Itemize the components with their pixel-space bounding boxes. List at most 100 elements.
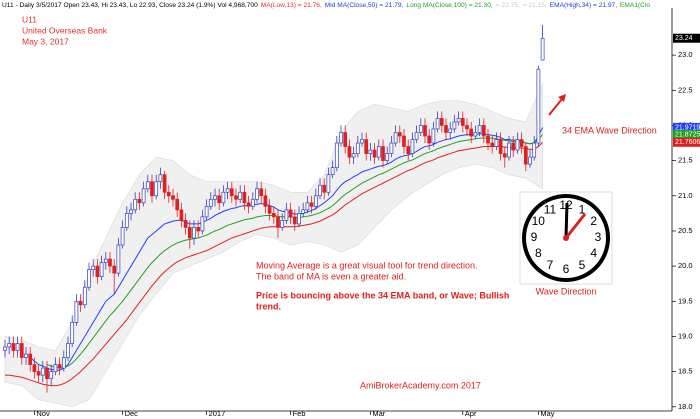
clock-number: 8 (535, 246, 542, 260)
candle-layer (3, 24, 545, 393)
candle-body (145, 181, 150, 190)
y-tick-label: 18.5 (678, 367, 693, 376)
clock-number: 11 (544, 202, 557, 216)
candle-body (95, 265, 100, 278)
candle-body (297, 213, 301, 225)
candle-body (103, 258, 108, 263)
candle-body (108, 258, 112, 267)
annotation: trend. (256, 301, 281, 311)
candle-body (150, 181, 154, 197)
ma-band (4, 83, 543, 408)
candle-body (347, 146, 352, 158)
candle-body (339, 132, 343, 144)
header-part: U11 - Daily 3/5/2017 Open 23.43, Hi 23.4… (2, 2, 258, 9)
candle-body (158, 174, 163, 183)
candle-body (322, 184, 327, 193)
candle-body (175, 198, 180, 211)
candle-body (423, 125, 427, 137)
y-tick-label: 19.0 (678, 331, 693, 340)
candle-body (511, 142, 516, 151)
candle-body (284, 209, 289, 221)
header-part: Mid MA(Close,50) = 21.79, (325, 2, 404, 9)
candle-body (124, 213, 129, 228)
candle-body (536, 68, 541, 144)
candle-body (40, 367, 45, 376)
clock-number: 6 (563, 262, 570, 276)
header-part: EMA1(Clo (620, 2, 650, 9)
candle-body (24, 353, 28, 358)
candle-body (498, 139, 503, 154)
candle-body (179, 209, 184, 221)
annotation: Price is bouncing above the 34 EMA band,… (256, 290, 509, 300)
candle-body (15, 343, 20, 351)
candle-body (414, 132, 419, 140)
candle-body (242, 191, 247, 204)
candle-body (418, 125, 423, 133)
candle-body (355, 142, 360, 154)
candle-body (271, 213, 276, 218)
candle-body (120, 227, 125, 246)
candle-body (389, 142, 394, 154)
annotation: The band of MA is even a greater aid. (256, 271, 406, 281)
candle-body (381, 146, 385, 161)
candle-body (99, 262, 104, 278)
clock-number: 7 (547, 258, 554, 272)
candle-body (431, 128, 436, 144)
candle-body (368, 149, 373, 154)
candle-body (208, 198, 213, 207)
candle-body (456, 118, 461, 123)
candle-body (66, 343, 70, 358)
candle-body (410, 139, 415, 154)
clock-number: 9 (531, 230, 538, 244)
candle-body (57, 364, 62, 369)
x-tick-label: Mar (372, 409, 385, 418)
candle-body (141, 188, 146, 204)
clock-minute-hand (564, 202, 569, 239)
y-tick-label: 20.5 (678, 226, 693, 235)
y-tick-label: 18.0 (678, 402, 693, 411)
candle-body (192, 227, 196, 239)
candle-body (481, 125, 486, 137)
footer: AmiBrokerAcademy.com 2017 (360, 380, 481, 390)
x-tick-label: Feb (293, 409, 306, 418)
candle-body (53, 364, 58, 372)
candle-body (515, 139, 520, 151)
candle-body (448, 128, 453, 133)
candle-body (469, 128, 474, 137)
candle-body (3, 346, 7, 351)
candle-body (250, 198, 255, 207)
candle-body (213, 195, 217, 200)
value-box-label: 21.7606 (675, 139, 700, 146)
candle-body (465, 125, 469, 130)
value-box (673, 129, 700, 139)
y-tick-label: 22.5 (678, 85, 693, 94)
candle-body (444, 125, 448, 133)
candle-body (427, 135, 432, 144)
arrow (548, 94, 566, 116)
candle-body (490, 142, 495, 147)
clock-hour-hand (564, 213, 587, 239)
candle-body (360, 139, 364, 144)
candle-body (154, 181, 159, 197)
candle-body (276, 216, 280, 228)
arrow-label: 34 EMA Wave Direction (562, 125, 657, 135)
candle-body (330, 167, 335, 176)
candle-body (477, 125, 482, 133)
axis-layer: 18.018.519.019.520.020.521.021.522.022.5… (34, 33, 700, 418)
candle-body (460, 118, 465, 126)
clock-number: 5 (579, 258, 586, 272)
y-tick-label: 19.5 (678, 296, 693, 305)
annotation: Moving Average is a great visual tool fo… (256, 260, 477, 270)
candle-body (523, 146, 528, 165)
header: U11 - Daily 3/5/2017 Open 23.43, Hi 23.4… (2, 2, 650, 9)
candle-body (372, 149, 377, 158)
candle-body (435, 118, 440, 130)
x-tick-label: Nov (36, 409, 50, 418)
candle-body (82, 286, 87, 306)
title-company: United Overseas Bank (22, 25, 108, 35)
candle-body (11, 343, 16, 351)
candle-body (309, 202, 314, 207)
candle-body (246, 202, 251, 207)
candle-body (528, 156, 532, 165)
arrow-head (558, 94, 566, 102)
